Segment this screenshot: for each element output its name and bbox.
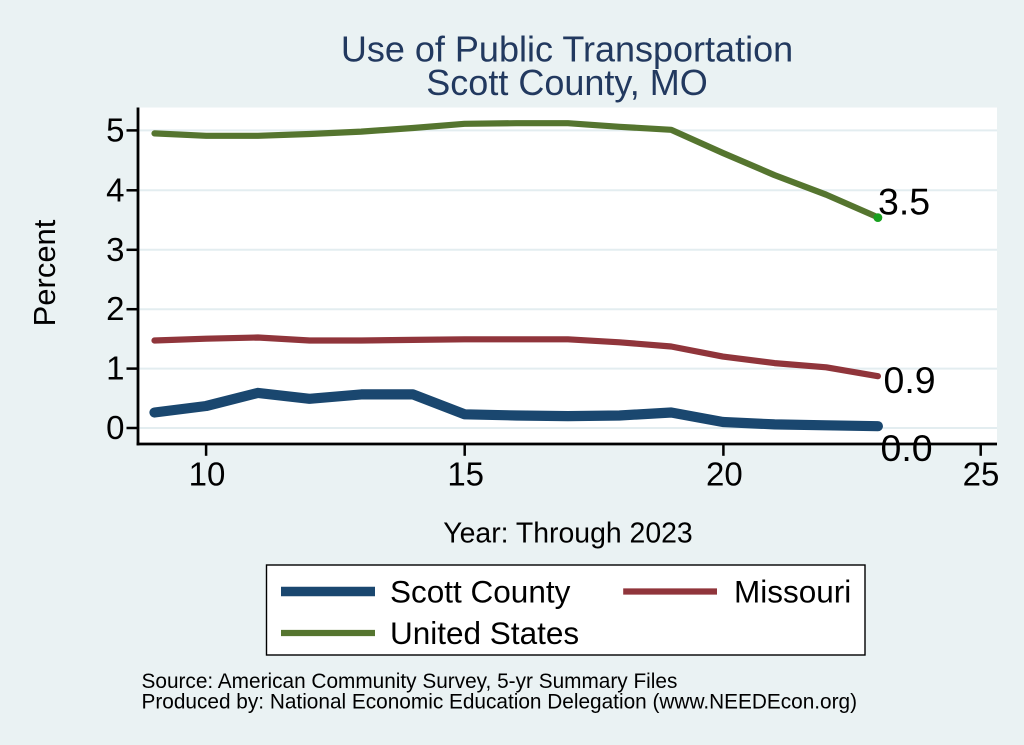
svg-text:5: 5 — [106, 111, 124, 148]
svg-text:Produced by: National Economic: Produced by: National Economic Education… — [142, 691, 858, 714]
svg-text:Scott County: Scott County — [390, 574, 571, 610]
svg-text:Percent: Percent — [27, 219, 62, 326]
svg-text:Missouri: Missouri — [734, 574, 851, 610]
svg-text:0.0: 0.0 — [881, 427, 933, 469]
svg-text:1: 1 — [106, 350, 124, 387]
svg-text:0: 0 — [106, 409, 124, 446]
svg-text:Use of Public Transportation: Use of Public Transportation — [341, 29, 793, 70]
svg-text:4: 4 — [106, 171, 124, 208]
svg-text:3.5: 3.5 — [878, 181, 930, 223]
svg-text:25: 25 — [963, 455, 1000, 492]
svg-text:3: 3 — [106, 231, 124, 268]
svg-text:Source: American Community Sur: Source: American Community Survey, 5-yr … — [142, 670, 678, 693]
svg-text:0.9: 0.9 — [884, 359, 936, 401]
svg-text:Year: Through 2023: Year: Through 2023 — [443, 518, 692, 550]
svg-text:15: 15 — [447, 455, 484, 492]
svg-text:2: 2 — [106, 290, 124, 327]
svg-text:United States: United States — [390, 615, 579, 651]
svg-text:20: 20 — [706, 455, 743, 492]
svg-text:Scott County, MO: Scott County, MO — [426, 62, 707, 103]
svg-text:10: 10 — [189, 455, 226, 492]
